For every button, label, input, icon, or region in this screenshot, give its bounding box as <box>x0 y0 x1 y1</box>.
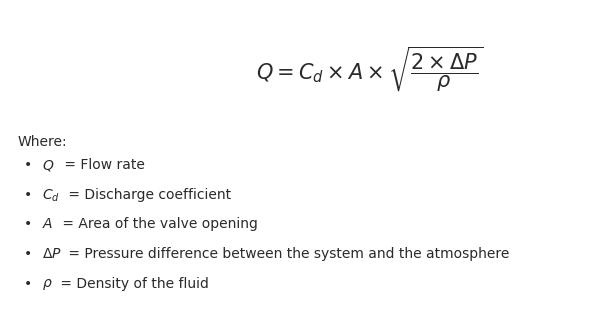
Text: $Q = C_d \times A \times \sqrt{\dfrac{2 \times \Delta P}{\rho}}$: $Q = C_d \times A \times \sqrt{\dfrac{2 … <box>256 45 484 94</box>
Text: = Discharge coefficient: = Discharge coefficient <box>64 188 231 202</box>
Text: = Density of the fluid: = Density of the fluid <box>56 277 209 291</box>
Text: = Flow rate: = Flow rate <box>60 158 145 172</box>
Text: Where:: Where: <box>18 135 68 149</box>
Text: = Area of the valve opening: = Area of the valve opening <box>58 217 258 231</box>
Text: $A$: $A$ <box>42 217 53 231</box>
Text: $C_d$: $C_d$ <box>42 188 60 204</box>
Text: •: • <box>24 158 32 172</box>
Text: •: • <box>24 217 32 231</box>
Text: $\Delta P$: $\Delta P$ <box>42 247 62 261</box>
Text: = Pressure difference between the system and the atmosphere: = Pressure difference between the system… <box>64 247 509 261</box>
Text: $Q$: $Q$ <box>42 158 54 173</box>
Text: •: • <box>24 188 32 202</box>
Text: •: • <box>24 247 32 261</box>
Text: $\rho$: $\rho$ <box>42 277 53 292</box>
Text: •: • <box>24 277 32 291</box>
